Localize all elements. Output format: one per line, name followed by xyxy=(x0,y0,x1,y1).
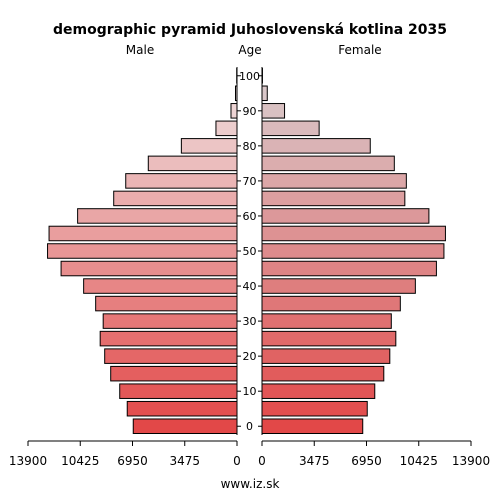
female-bar xyxy=(261,155,395,172)
female-x-tick-label: 10425 xyxy=(400,454,438,468)
male-bar xyxy=(132,418,238,435)
male-bar xyxy=(110,365,238,382)
female-bar xyxy=(261,243,445,259)
male-bar xyxy=(147,155,238,172)
male-bar xyxy=(125,173,238,189)
female-bar xyxy=(261,383,376,399)
male-header: Male xyxy=(126,43,154,57)
age-axis: 0 10 20 30 40 50 60 70 80 90 100 xyxy=(236,67,263,435)
male-bar xyxy=(113,190,238,207)
age-tick-label: 90 xyxy=(243,105,257,118)
male-bar xyxy=(126,400,238,417)
male-bar xyxy=(230,103,238,119)
female-bar xyxy=(261,173,407,189)
female-bar xyxy=(261,330,397,347)
female-x-tick-label: 13900 xyxy=(452,454,490,468)
female-bar xyxy=(261,365,385,382)
male-x-tick-label: 3475 xyxy=(169,454,200,468)
population-axes: 0 0 3475 3475 6950 6950 10425 10425 13900 13900 xyxy=(9,440,490,468)
male-bar xyxy=(47,243,238,259)
female-bar xyxy=(261,400,368,417)
female-bar xyxy=(261,103,286,119)
female-bar xyxy=(261,295,401,312)
male-bar xyxy=(119,383,238,399)
age-tick-label: 70 xyxy=(243,175,257,188)
age-tick-label: 60 xyxy=(243,210,257,223)
age-tick-label: 40 xyxy=(243,280,257,293)
age-tick-label: 100 xyxy=(239,70,260,83)
male-bar xyxy=(215,120,238,137)
male-x-tick-label: 6950 xyxy=(117,454,148,468)
female-bar xyxy=(261,138,371,154)
female-bar xyxy=(261,85,268,102)
age-tick-label: 20 xyxy=(243,350,257,363)
male-bar xyxy=(99,330,238,347)
female-x-tick-label: 6950 xyxy=(351,454,382,468)
male-bars xyxy=(47,68,238,435)
female-bar xyxy=(261,418,364,435)
male-bar xyxy=(102,313,238,329)
age-header: Age xyxy=(238,43,261,57)
male-bar xyxy=(95,295,238,312)
male-bar xyxy=(48,225,238,242)
footer-source: www.iz.sk xyxy=(221,477,280,491)
female-bar xyxy=(261,313,392,329)
female-header: Female xyxy=(338,43,381,57)
male-bar xyxy=(77,208,238,224)
male-bar xyxy=(60,260,238,277)
female-bars xyxy=(261,68,446,435)
female-x-tick-label: 0 xyxy=(258,454,266,468)
chart-title: demographic pyramid Juhoslovenská kotlin… xyxy=(53,22,447,38)
female-bar xyxy=(261,348,391,364)
age-tick-label: 10 xyxy=(243,385,257,398)
age-tick-label: 30 xyxy=(243,315,257,328)
female-x-tick-label: 3475 xyxy=(299,454,330,468)
female-bar xyxy=(261,278,416,294)
male-bar xyxy=(83,278,238,294)
female-bar xyxy=(261,225,446,242)
age-tick-label: 80 xyxy=(243,140,257,153)
male-x-tick-label: 10425 xyxy=(61,454,99,468)
female-bar xyxy=(261,120,320,137)
female-bar xyxy=(261,190,406,207)
male-bar xyxy=(180,138,238,154)
female-bar xyxy=(261,208,430,224)
male-x-tick-label: 0 xyxy=(233,454,241,468)
age-tick-label: 0 xyxy=(246,420,253,433)
male-bar xyxy=(104,348,238,364)
age-tick-label: 50 xyxy=(243,245,257,258)
male-x-tick-label: 13900 xyxy=(9,454,47,468)
female-bar xyxy=(261,260,437,277)
